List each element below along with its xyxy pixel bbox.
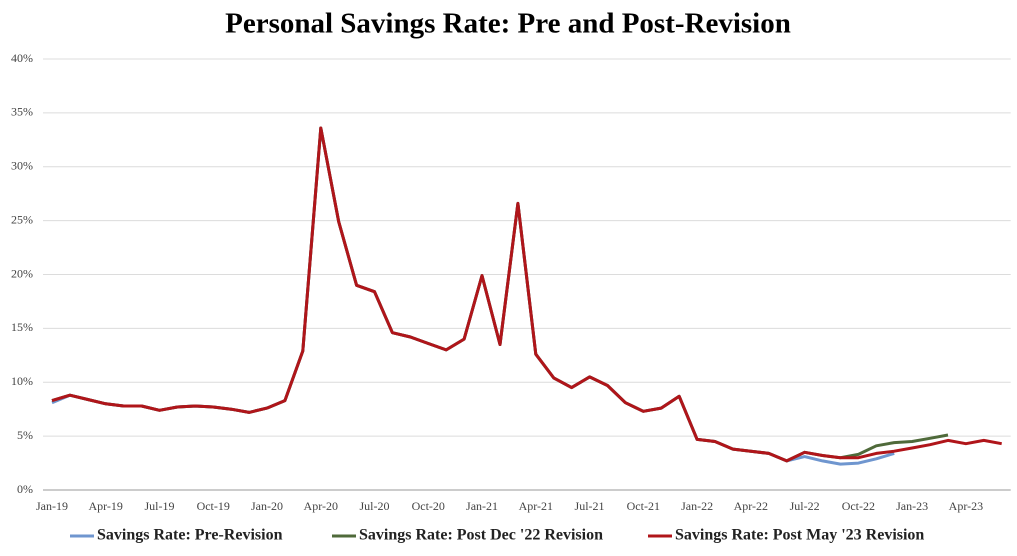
x-tick-label: Apr-21	[519, 499, 553, 513]
y-tick-label: 25%	[11, 212, 33, 226]
x-tick-label: Oct-20	[412, 499, 445, 513]
x-tick-label: Jan-19	[36, 499, 68, 513]
x-tick-label: Apr-23	[949, 499, 983, 513]
y-tick-label: 15%	[11, 320, 33, 334]
legend-label: Savings Rate: Post Dec '22 Revision	[359, 527, 603, 544]
y-tick-label: 30%	[11, 159, 33, 173]
x-tick-label: Jul-20	[360, 499, 390, 513]
x-tick-label: Jul-19	[144, 499, 174, 513]
y-tick-label: 40%	[11, 51, 33, 65]
x-tick-label: Apr-20	[304, 499, 338, 513]
x-tick-label: Jul-22	[790, 499, 820, 513]
y-tick-label: 20%	[11, 266, 33, 280]
y-tick-label: 35%	[11, 105, 33, 119]
series-line	[51, 126, 1002, 463]
x-tick-label: Jan-22	[681, 499, 713, 513]
y-tick-label: 10%	[11, 374, 33, 388]
chart-title: Personal Savings Rate: Pre and Post-Revi…	[225, 8, 791, 40]
x-tick-label: Oct-21	[627, 499, 660, 513]
x-tick-label: Jan-20	[251, 499, 283, 513]
legend-label: Savings Rate: Post May '23 Revision	[675, 527, 924, 544]
x-tick-label: Apr-22	[734, 499, 768, 513]
y-tick-label: 5%	[17, 428, 33, 442]
x-tick-label: Jul-21	[575, 499, 605, 513]
series-line	[51, 126, 949, 463]
x-tick-label: Oct-19	[197, 499, 230, 513]
series-line	[51, 126, 895, 466]
x-tick-label: Apr-19	[89, 499, 123, 513]
x-tick-label: Jan-21	[466, 499, 498, 513]
legend-label: Savings Rate: Pre-Revision	[97, 527, 283, 544]
x-tick-label: Oct-22	[842, 499, 875, 513]
x-tick-label: Jan-23	[896, 499, 928, 513]
y-tick-label: 0%	[17, 482, 33, 496]
